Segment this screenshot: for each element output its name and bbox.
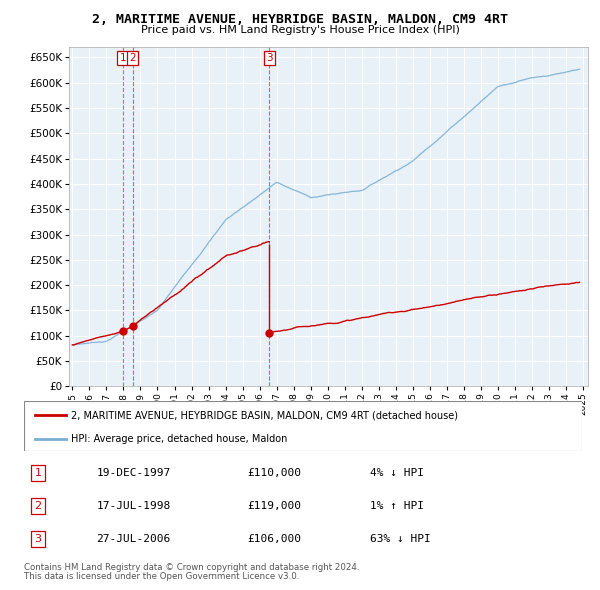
Text: 4% ↓ HPI: 4% ↓ HPI [370,468,424,478]
Text: 27-JUL-2006: 27-JUL-2006 [97,534,171,544]
Text: 3: 3 [34,534,41,544]
Text: 2, MARITIME AVENUE, HEYBRIDGE BASIN, MALDON, CM9 4RT (detached house): 2, MARITIME AVENUE, HEYBRIDGE BASIN, MAL… [71,410,458,420]
Text: Contains HM Land Registry data © Crown copyright and database right 2024.: Contains HM Land Registry data © Crown c… [24,563,359,572]
Text: 3: 3 [266,53,272,63]
Text: 1% ↑ HPI: 1% ↑ HPI [370,501,424,511]
Text: HPI: Average price, detached house, Maldon: HPI: Average price, detached house, Mald… [71,434,288,444]
Text: Price paid vs. HM Land Registry's House Price Index (HPI): Price paid vs. HM Land Registry's House … [140,25,460,35]
Text: 2: 2 [130,53,136,63]
Text: This data is licensed under the Open Government Licence v3.0.: This data is licensed under the Open Gov… [24,572,299,581]
Text: 17-JUL-1998: 17-JUL-1998 [97,501,171,511]
Text: £110,000: £110,000 [247,468,301,478]
Text: 1: 1 [34,468,41,478]
Text: 63% ↓ HPI: 63% ↓ HPI [370,534,431,544]
Text: £119,000: £119,000 [247,501,301,511]
Text: £106,000: £106,000 [247,534,301,544]
Text: 2, MARITIME AVENUE, HEYBRIDGE BASIN, MALDON, CM9 4RT: 2, MARITIME AVENUE, HEYBRIDGE BASIN, MAL… [92,13,508,26]
Text: 19-DEC-1997: 19-DEC-1997 [97,468,171,478]
Text: 1: 1 [119,53,126,63]
Text: 2: 2 [34,501,41,511]
